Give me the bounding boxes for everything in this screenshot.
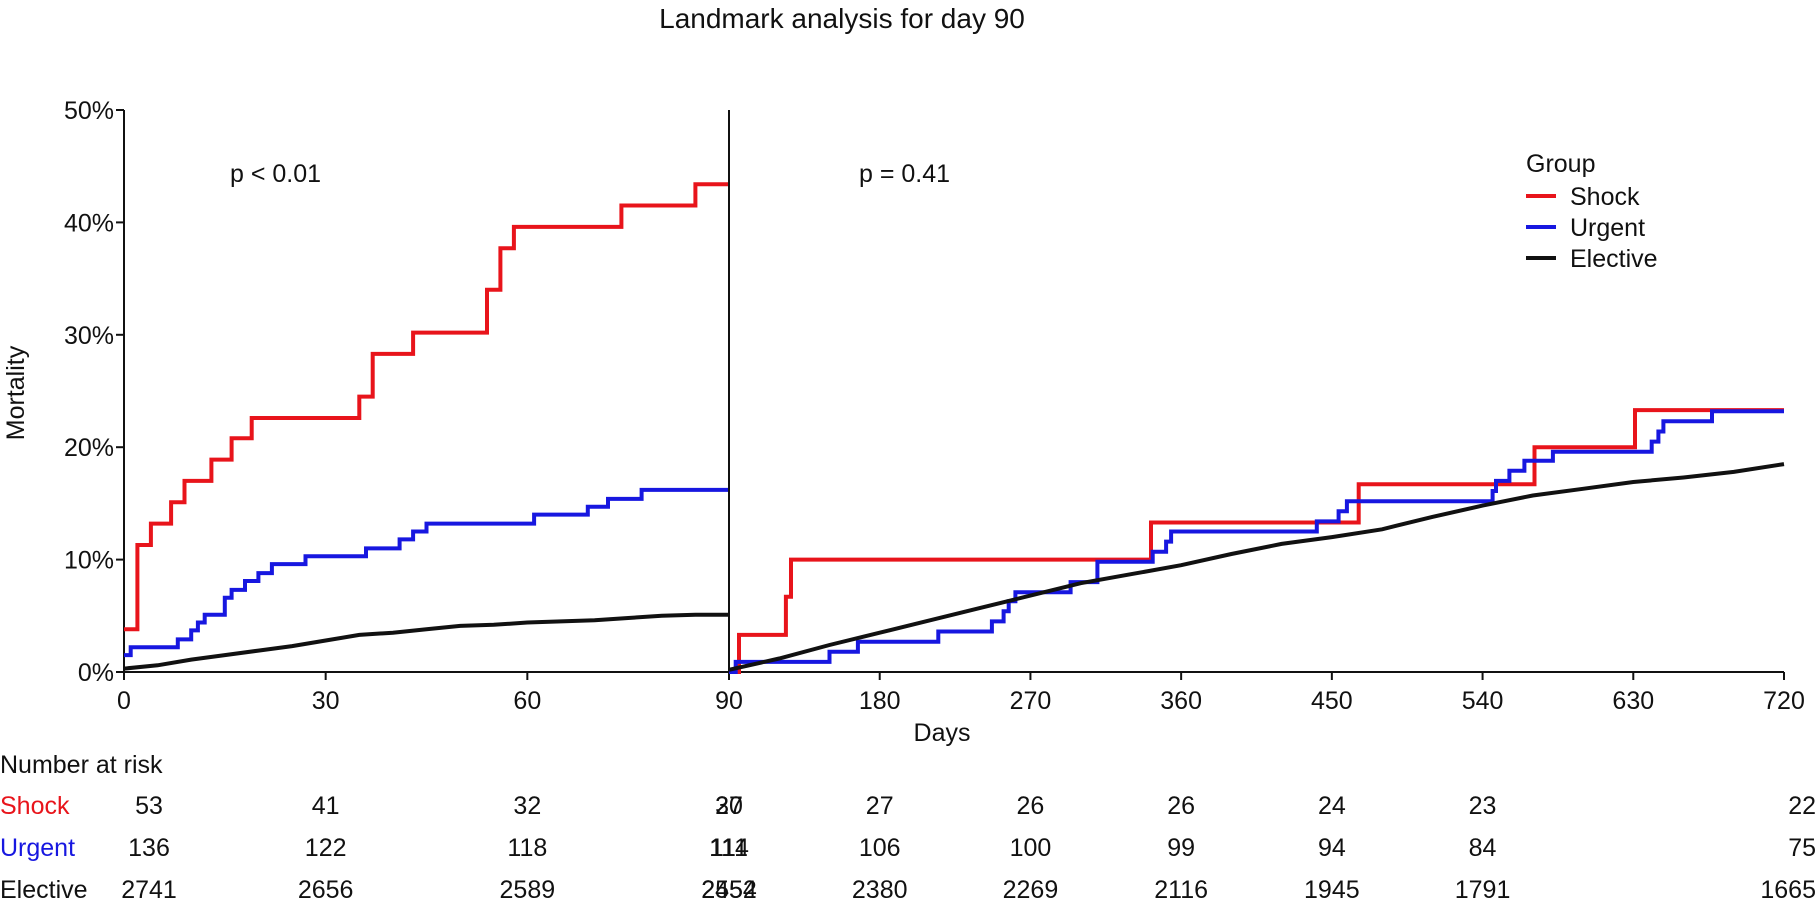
- risk-value: 94: [1318, 834, 1346, 862]
- series-shock-line: [729, 408, 1784, 674]
- y-tick-label: 20%: [64, 434, 114, 462]
- risk-row-label-elective: Elective: [0, 876, 88, 904]
- series-shock-line: [124, 182, 729, 632]
- x-tick-label: 540: [1462, 687, 1504, 715]
- x-tick-label: 450: [1311, 687, 1353, 715]
- risk-value: 26: [1167, 792, 1195, 820]
- risk-value: 1945: [1304, 876, 1360, 904]
- y-tick-label: 40%: [64, 209, 114, 237]
- series-elective-line: [123, 612, 729, 671]
- x-tick-label: 0: [117, 687, 131, 715]
- risk-value: 100: [1010, 834, 1052, 862]
- p-value-annotation: p = 0.41: [859, 160, 950, 188]
- risk-value: 2656: [298, 876, 354, 904]
- y-tick-label: 30%: [64, 322, 114, 350]
- y-tick-label: 50%: [64, 97, 114, 125]
- legend-label-elective: Elective: [1570, 245, 1658, 273]
- legend-label-urgent: Urgent: [1570, 214, 1645, 242]
- series-urgent-line: [729, 409, 1784, 674]
- series-urgent-line: [124, 487, 729, 658]
- risk-row-label-shock: Shock: [0, 792, 70, 820]
- x-tick-label: 60: [513, 687, 541, 715]
- risk-value: 114: [709, 834, 749, 862]
- x-tick-label: 90: [715, 687, 743, 715]
- x-tick-label: 270: [1010, 687, 1052, 715]
- risk-value: 2741: [121, 876, 177, 904]
- risk-value: 23: [1469, 792, 1497, 820]
- risk-value: 22: [1788, 792, 1816, 820]
- y-axis-label: Mortality: [2, 345, 30, 440]
- x-axis-label: Days: [914, 719, 971, 747]
- x-tick-label: 360: [1160, 687, 1202, 715]
- risk-value: 2116: [1154, 876, 1208, 904]
- legend-title: Group: [1526, 150, 1595, 178]
- x-tick-label: 30: [312, 687, 340, 715]
- plot-panels: 0% 10% 20% 30% 40% 50% 0 30 60 90 p < 0.01 180 270 36…: [64, 97, 1805, 715]
- risk-value: 75: [1788, 834, 1816, 862]
- risk-value: 2589: [500, 876, 556, 904]
- x-tick-label: 720: [1763, 687, 1805, 715]
- x-tick-label: 180: [859, 687, 901, 715]
- x-tick-label: 630: [1612, 687, 1654, 715]
- series-elective-line: [728, 462, 1785, 672]
- legend: Group Shock Urgent Elective: [1526, 150, 1658, 273]
- risk-row-label-urgent: Urgent: [0, 834, 75, 862]
- p-value-annotation: p < 0.01: [230, 160, 321, 188]
- risk-value: 24: [1318, 792, 1346, 820]
- risk-value: 99: [1167, 834, 1195, 862]
- risk-value: 84: [1469, 834, 1497, 862]
- risk-value: 136: [128, 834, 170, 862]
- risk-value: 111: [710, 834, 748, 862]
- risk-value: 53: [135, 792, 163, 820]
- risk-value: 27: [866, 792, 894, 820]
- risk-value: 1791: [1455, 876, 1511, 904]
- panel-2: 180 270 360 450 540 630 720 p = 0.41: [728, 110, 1805, 715]
- risk-value: 2452: [701, 876, 757, 904]
- risk-value: 106: [859, 834, 901, 862]
- risk-value: 2554: [701, 876, 757, 904]
- risk-value: 1665: [1760, 876, 1816, 904]
- risk-value: 2380: [852, 876, 908, 904]
- risk-value: 26: [1017, 792, 1045, 820]
- risk-value: 122: [305, 834, 347, 862]
- risk-value: 2269: [1003, 876, 1059, 904]
- y-tick-label: 0%: [78, 659, 114, 687]
- risk-value: 30: [715, 792, 743, 820]
- risk-value: 118: [507, 834, 547, 862]
- legend-label-shock: Shock: [1570, 183, 1640, 211]
- risk-value: 27: [715, 792, 743, 820]
- chart-title: Landmark analysis for day 90: [659, 3, 1025, 34]
- risk-value: 32: [513, 792, 541, 820]
- y-tick-label: 10%: [64, 547, 114, 575]
- risk-value: 41: [312, 792, 340, 820]
- panel-1: 0% 10% 20% 30% 40% 50% 0 30 60 90 p < 0.01: [64, 97, 743, 715]
- risk-table-title: Number at risk: [0, 751, 163, 779]
